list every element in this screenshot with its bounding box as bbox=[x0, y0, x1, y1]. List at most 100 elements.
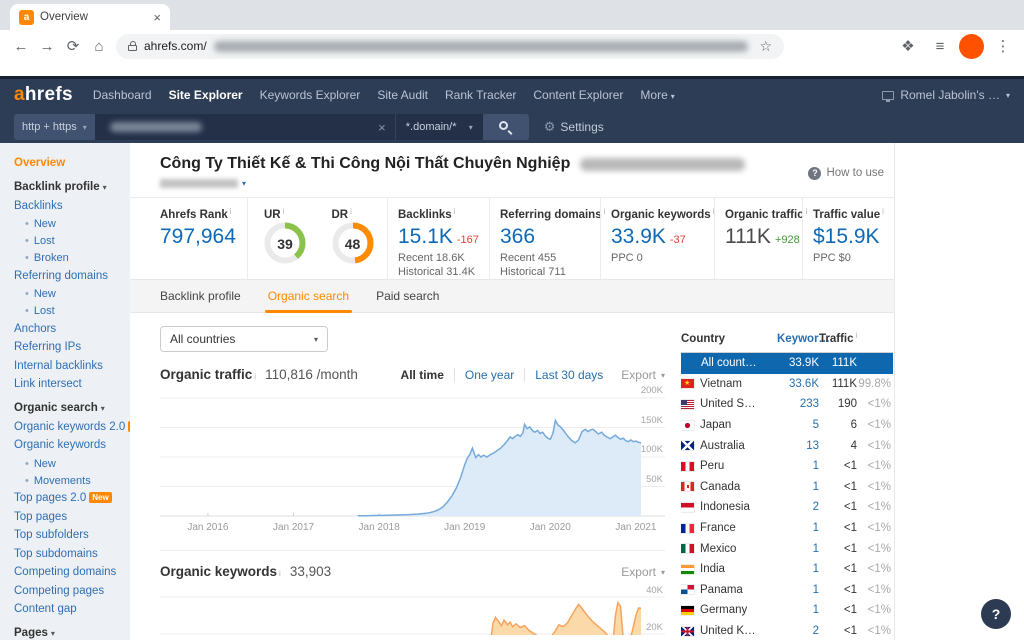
profile-avatar[interactable] bbox=[959, 33, 984, 59]
country-row-fr[interactable]: France 1 <1 <1% bbox=[681, 518, 893, 539]
country-row-id[interactable]: Indonesia 2 <1 <1% bbox=[681, 497, 893, 518]
country-row-jp[interactable]: Japan 5 6 <1% bbox=[681, 415, 893, 436]
forward-icon[interactable]: → bbox=[39, 37, 55, 55]
tab-backlink-profile[interactable]: Backlink profile bbox=[160, 289, 241, 303]
tab-paid-search[interactable]: Paid search bbox=[376, 289, 440, 303]
url-bar[interactable]: ahrefs.com/ ☆ bbox=[116, 33, 784, 59]
sidebar-item-top-subfolders[interactable]: Top subfolders bbox=[14, 529, 89, 542]
column-header-traffic[interactable]: Traffic i bbox=[819, 331, 858, 345]
sidebar-item-anchors[interactable]: Anchors bbox=[14, 322, 57, 335]
keywords-count[interactable]: 233 bbox=[799, 398, 819, 411]
sidebar-item-competing-domains[interactable]: Competing domains bbox=[14, 566, 117, 579]
range-last-30-days[interactable]: Last 30 days bbox=[524, 368, 613, 382]
keywords-count[interactable]: 33.6K bbox=[788, 377, 819, 390]
sidebar-item-link-intersect[interactable]: Link intersect bbox=[14, 378, 82, 391]
country-row-us[interactable]: United S… 233 190 <1% bbox=[681, 394, 893, 415]
extensions-icon[interactable]: ❖ bbox=[901, 38, 915, 55]
settings-button[interactable]: ⚙ Settings bbox=[544, 119, 604, 135]
nav-item-content-explorer[interactable]: Content Explorer bbox=[533, 88, 624, 102]
keywords-count[interactable]: 1 bbox=[812, 563, 819, 576]
ahrefs-rank-value[interactable]: 797,964 bbox=[160, 225, 236, 248]
column-header-keywor[interactable]: Keywor… bbox=[777, 333, 831, 345]
keywords-count[interactable]: 1 bbox=[812, 460, 819, 473]
keywords-count[interactable]: 1 bbox=[812, 604, 819, 617]
close-icon[interactable]: × bbox=[153, 9, 161, 25]
organic-keywords-value[interactable]: 33.9K bbox=[611, 225, 666, 248]
country-filter-select[interactable]: All countries ▾ bbox=[160, 326, 328, 352]
keywords-count[interactable]: 1 bbox=[812, 542, 819, 555]
sidebar-item-content-gap[interactable]: Content gap bbox=[14, 603, 77, 616]
browser-menu-icon[interactable]: ⋮ bbox=[995, 38, 1011, 55]
home-icon[interactable]: ⌂ bbox=[94, 37, 104, 55]
protocol-select[interactable]: http + https ▾ bbox=[14, 114, 95, 140]
backlinks-value[interactable]: 15.1K bbox=[398, 225, 453, 248]
sidebar-item-internal-backlinks[interactable]: Internal backlinks bbox=[14, 359, 103, 372]
sidebar-item-movements[interactable]: • Movements bbox=[25, 474, 91, 487]
range-one-year[interactable]: One year bbox=[453, 368, 524, 382]
reload-icon[interactable]: ⟳ bbox=[66, 38, 80, 55]
country-row-in[interactable]: India 1 <1 <1% bbox=[681, 559, 893, 580]
export-button[interactable]: Export ▾ bbox=[621, 368, 665, 382]
mode-select[interactable]: *.domain/* ▾ bbox=[394, 114, 483, 140]
nav-item-rank-tracker[interactable]: Rank Tracker bbox=[445, 88, 517, 102]
how-to-use-link[interactable]: ? How to use bbox=[808, 155, 884, 188]
keywords-count[interactable]: 13 bbox=[806, 439, 819, 452]
traffic-value-value[interactable]: $15.9K bbox=[813, 225, 880, 248]
sidebar-item-new[interactable]: • New bbox=[25, 457, 56, 470]
range-all-time[interactable]: All time bbox=[400, 368, 444, 382]
nav-item-site-explorer[interactable]: Site Explorer bbox=[168, 88, 243, 102]
keywords-count[interactable]: 1 bbox=[812, 522, 819, 535]
back-icon[interactable]: ← bbox=[13, 37, 29, 55]
country-row-all-countries[interactable]: All count… 33.9K 111K bbox=[681, 353, 893, 374]
reading-list-icon[interactable]: ≡ bbox=[935, 37, 945, 55]
country-row-gb[interactable]: United K… 2 <1 <1% bbox=[681, 621, 893, 640]
keywords-count[interactable]: 1 bbox=[812, 583, 819, 596]
sidebar-item-organic-search[interactable]: Organic search ▾ bbox=[14, 401, 105, 414]
sidebar-item-top-pages-2-0[interactable]: Top pages 2.0 New bbox=[14, 491, 130, 506]
country-row-ca[interactable]: Canada 1 <1 <1% bbox=[681, 477, 893, 498]
keywords-count[interactable]: 2 bbox=[812, 501, 819, 514]
sidebar-item-new[interactable]: • New bbox=[25, 288, 56, 301]
sidebar-item-backlinks[interactable]: Backlinks bbox=[14, 199, 63, 212]
export-button[interactable]: Export ▾ bbox=[621, 565, 665, 579]
tab-organic-search[interactable]: Organic search bbox=[264, 280, 353, 313]
sidebar-item-referring-domains[interactable]: Referring domains bbox=[14, 269, 108, 282]
clear-icon[interactable]: × bbox=[378, 119, 386, 135]
sidebar-item-overview[interactable]: Overview bbox=[14, 157, 66, 169]
country-row-pa[interactable]: Panama 1 <1 <1% bbox=[681, 580, 893, 601]
target-selector[interactable]: ▾ bbox=[160, 179, 745, 188]
nav-item-keywords-explorer[interactable]: Keywords Explorer bbox=[259, 88, 361, 102]
country-row-de[interactable]: Germany 1 <1 <1% bbox=[681, 600, 893, 621]
sidebar-item-referring-ips[interactable]: Referring IPs bbox=[14, 341, 82, 354]
keywords-count[interactable]: 1 bbox=[812, 480, 819, 493]
referring-domains-value[interactable]: 366 bbox=[500, 225, 536, 248]
ahrefs-logo[interactable]: ahrefs bbox=[14, 84, 73, 105]
target-input[interactable]: × bbox=[94, 114, 395, 140]
sidebar-item-broken[interactable]: • Broken bbox=[25, 251, 69, 264]
nav-item-site-audit[interactable]: Site Audit bbox=[377, 88, 429, 102]
bookmark-star-icon[interactable]: ☆ bbox=[759, 37, 772, 54]
search-button[interactable] bbox=[482, 114, 529, 140]
country-row-pe[interactable]: Peru 1 <1 <1% bbox=[681, 456, 893, 477]
sidebar-item-top-subdomains[interactable]: Top subdomains bbox=[14, 547, 98, 560]
country-row-mx[interactable]: Mexico 1 <1 <1% bbox=[681, 538, 893, 559]
keywords-count[interactable]: 2 bbox=[812, 625, 819, 638]
keywords-count[interactable]: 5 bbox=[812, 419, 819, 432]
sidebar-item-backlink-profile[interactable]: Backlink profile ▾ bbox=[14, 180, 107, 193]
sidebar-item-top-pages[interactable]: Top pages bbox=[14, 510, 68, 523]
sidebar-item-lost[interactable]: • Lost bbox=[25, 235, 55, 248]
account-menu[interactable]: Romel Jabolin's … ▾ bbox=[882, 88, 1010, 102]
sidebar-item-pages[interactable]: Pages ▾ bbox=[14, 626, 55, 639]
nav-item-more[interactable]: More ▾ bbox=[640, 88, 675, 102]
keywords-count[interactable]: 33.9K bbox=[788, 357, 819, 370]
sidebar-item-competing-pages[interactable]: Competing pages bbox=[14, 584, 105, 597]
sidebar-item-organic-keywords[interactable]: Organic keywords bbox=[14, 439, 107, 452]
column-header-country[interactable]: Country bbox=[681, 333, 726, 345]
help-button[interactable]: ? bbox=[981, 599, 1011, 629]
browser-tab[interactable]: a Overview × bbox=[10, 4, 170, 30]
sidebar-item-lost[interactable]: • Lost bbox=[25, 304, 55, 317]
nav-item-dashboard[interactable]: Dashboard bbox=[92, 88, 152, 102]
country-row-au[interactable]: Australia 13 4 <1% bbox=[681, 435, 893, 456]
